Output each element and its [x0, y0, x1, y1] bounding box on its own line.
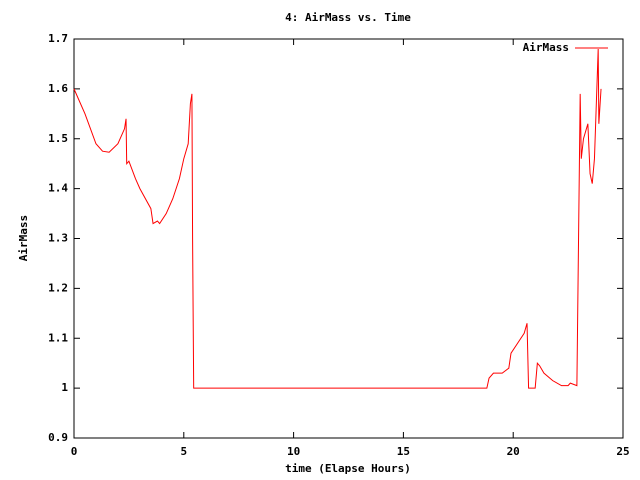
- y-tick-label: 1.6: [48, 82, 68, 95]
- y-tick-label: 1: [61, 381, 68, 394]
- x-tick-label: 20: [507, 445, 520, 458]
- x-tick-label: 10: [287, 445, 300, 458]
- y-tick-label: 1.5: [48, 132, 68, 145]
- chart-title: 4: AirMass vs. Time: [285, 11, 411, 24]
- x-tick-label: 15: [397, 445, 410, 458]
- y-tick-label: 1.1: [48, 331, 68, 344]
- y-tick-label: 0.9: [48, 431, 68, 444]
- y-tick-label: 1.7: [48, 32, 68, 45]
- y-tick-label: 1.2: [48, 281, 68, 294]
- x-tick-label: 25: [616, 445, 629, 458]
- data-line: [73, 48, 602, 389]
- legend-label: AirMass: [523, 41, 569, 54]
- x-tick-label: 0: [71, 445, 78, 458]
- y-tick-label: 1.3: [48, 232, 68, 245]
- y-axis-label: AirMass: [17, 215, 30, 261]
- x-tick-label: 5: [180, 445, 187, 458]
- y-tick-label: 1.4: [48, 182, 68, 195]
- plot-border: [73, 38, 624, 439]
- x-axis-label: time (Elapse Hours): [285, 462, 411, 475]
